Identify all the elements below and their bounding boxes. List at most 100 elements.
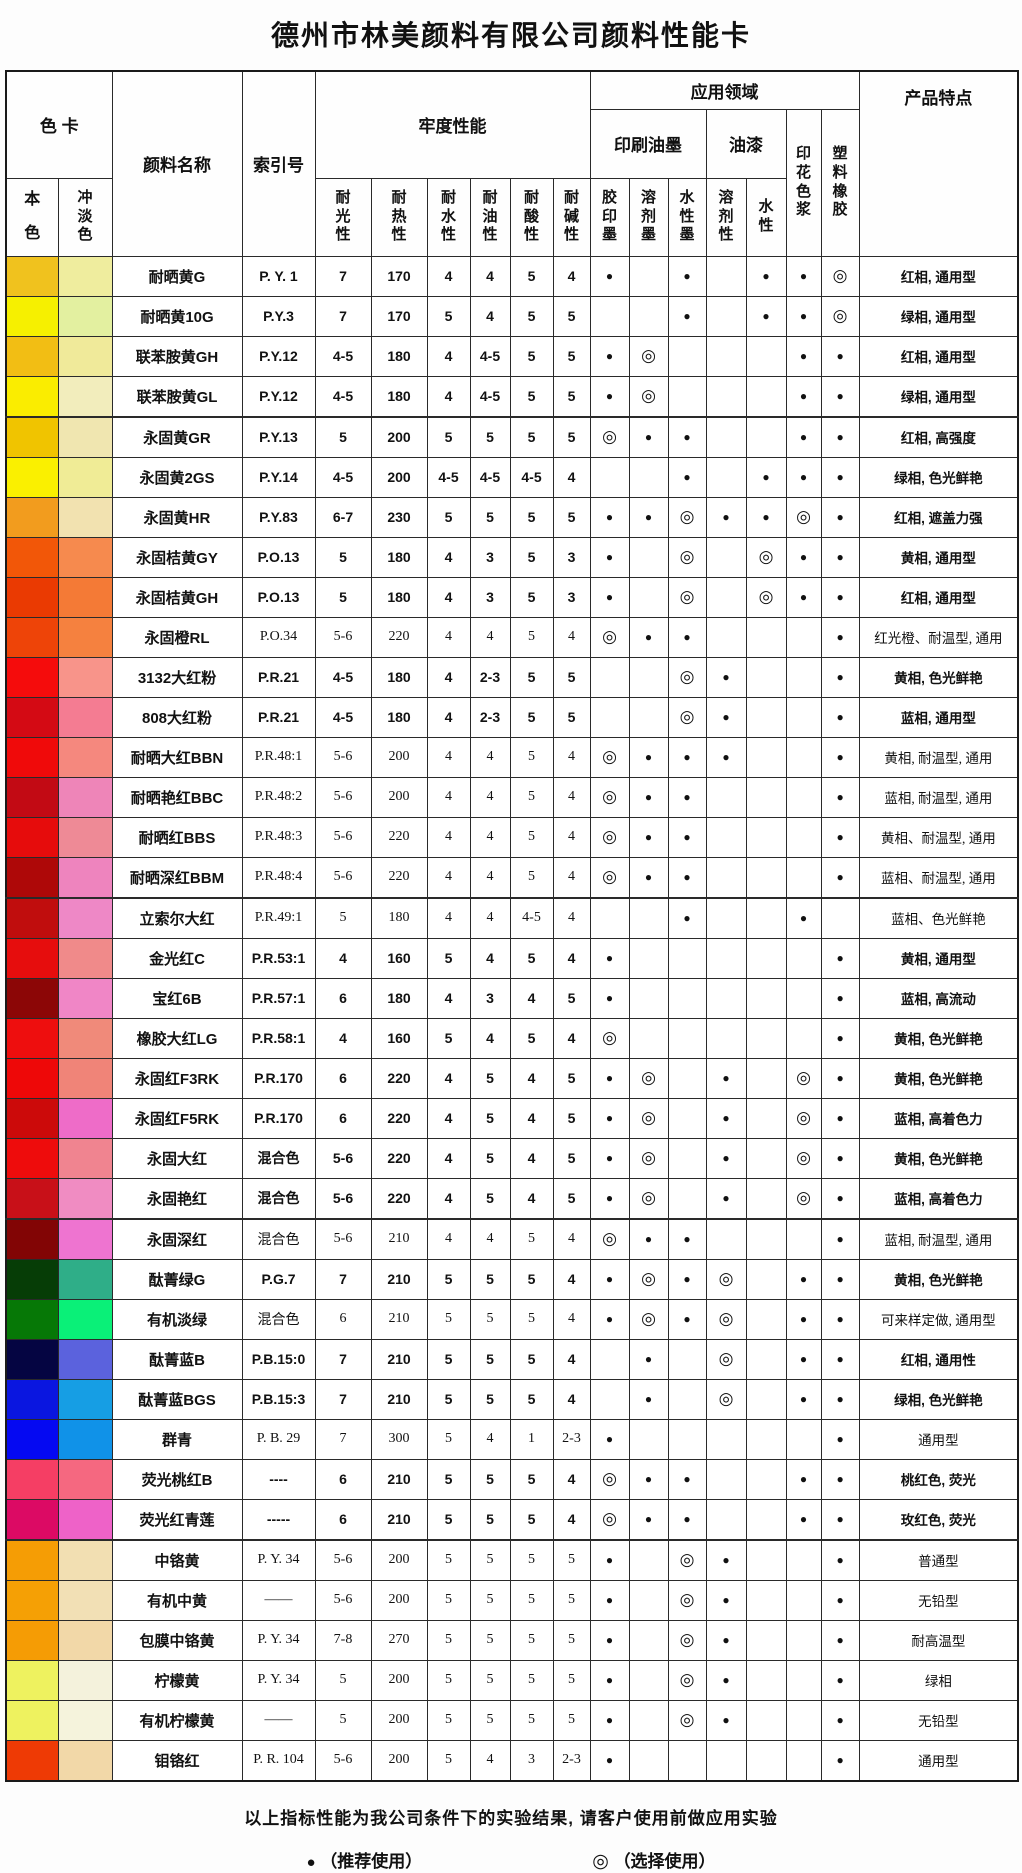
oil-fastness-value: 5: [469, 1699, 511, 1741]
diluted-color-swatch: [57, 1659, 113, 1701]
pigment-name: 永固深红: [111, 1217, 243, 1260]
bullseye-icon: ◎: [592, 1850, 609, 1872]
solvent-ink-mark: [628, 295, 669, 337]
offset-ink-mark: ●: [589, 496, 630, 538]
diluted-color-swatch: [57, 896, 113, 939]
print-paste-mark: ◎: [785, 496, 822, 538]
acid-fastness-value: 5: [509, 1619, 554, 1661]
solvent-ink-mark: [628, 1017, 669, 1059]
diluted-color-swatch: [57, 1338, 113, 1380]
alkali-fastness-value: 4: [552, 255, 591, 297]
base-color-swatch: [5, 375, 59, 417]
pigment-row: 有机淡绿 混合色 6 210 5 5 5 4 ● ◎ ● ◎ ● ● 可来样定做…: [5, 1298, 1019, 1340]
product-features: 黄相, 通用型: [858, 937, 1019, 979]
acid-fastness-value: 5: [509, 776, 554, 818]
product-features: 蓝相, 耐温型, 通用: [858, 1217, 1019, 1260]
light-fastness-value: 6: [314, 1458, 372, 1500]
diluted-color-swatch: [57, 1619, 113, 1661]
heat-fastness-value: 200: [370, 1659, 428, 1701]
water-paint-mark: [745, 1699, 787, 1741]
pigment-row: 宝红6B P.R.57:1 6 180 4 3 4 5 ● ● 蓝相, 高流动: [5, 977, 1019, 1019]
diluted-color-swatch: [57, 1177, 113, 1219]
alkali-fastness-value: 4: [552, 1017, 591, 1059]
light-fastness-value: 5-6: [314, 616, 372, 658]
index-number: P.O.13: [241, 576, 316, 618]
water-paint-mark: [745, 896, 787, 939]
solvent-paint-mark: [705, 1458, 747, 1500]
heat-fastness-value: 180: [370, 896, 428, 939]
water-paint-mark: [745, 375, 787, 417]
water-paint-mark: [745, 1057, 787, 1099]
product-features: 红光橙、耐温型, 通用: [858, 616, 1019, 658]
header-paint: 油漆: [705, 108, 787, 179]
solvent-ink-mark: [628, 1659, 669, 1701]
pigment-name: 橡胶大红LG: [111, 1017, 243, 1059]
plastic-rubber-mark: ●: [820, 1298, 860, 1340]
offset-ink-mark: ●: [589, 1579, 630, 1621]
oil-fastness-value: 4: [469, 295, 511, 337]
water-fastness-value: 5: [426, 1258, 471, 1300]
index-number: P.R.21: [241, 696, 316, 738]
water-paint-mark: ●: [745, 496, 787, 538]
solvent-paint-mark: [705, 816, 747, 858]
print-paste-mark: ●: [785, 255, 822, 297]
plastic-rubber-mark: ●: [820, 1217, 860, 1260]
solvent-paint-mark: ●: [705, 1619, 747, 1661]
water-fastness-value: 5: [426, 1418, 471, 1460]
print-paste-mark: ●: [785, 1378, 822, 1420]
pigment-name: 钼铬红: [111, 1739, 243, 1781]
acid-fastness-value: 5: [509, 736, 554, 778]
index-number: P.R.58:1: [241, 1017, 316, 1059]
water-paint-mark: ●: [745, 456, 787, 498]
product-features: 红相, 高强度: [858, 415, 1019, 458]
product-features: 红相, 通用型: [858, 576, 1019, 618]
print-paste-mark: ◎: [785, 1137, 822, 1179]
solvent-paint-mark: ●: [705, 656, 747, 698]
light-fastness-value: 6: [314, 977, 372, 1019]
heat-fastness-value: 210: [370, 1258, 428, 1300]
water-fastness-value: 5: [426, 1378, 471, 1420]
index-number: 混合色: [241, 1217, 316, 1260]
light-fastness-value: 6: [314, 1097, 372, 1139]
light-fastness-value: 5-6: [314, 1177, 372, 1219]
product-features: 黄相, 色光鲜艳: [858, 1258, 1019, 1300]
print-paste-mark: [785, 616, 822, 658]
pigment-name: 耐晒深红BBM: [111, 856, 243, 898]
print-paste-mark: [785, 937, 822, 979]
diluted-color-swatch: [57, 1498, 113, 1540]
heat-fastness-value: 220: [370, 816, 428, 858]
acid-fastness-value: 4: [509, 1097, 554, 1139]
solvent-ink-mark: ●: [628, 616, 669, 658]
acid-fastness-value: 5: [509, 1217, 554, 1260]
alkali-fastness-value: 2-3: [552, 1418, 591, 1460]
index-number: 混合色: [241, 1298, 316, 1340]
plastic-rubber-mark: ●: [820, 1258, 860, 1300]
offset-ink-mark: [589, 656, 630, 698]
solvent-ink-mark: [628, 1699, 669, 1741]
alkali-fastness-value: 5: [552, 375, 591, 417]
water-fastness-value: 5: [426, 1498, 471, 1540]
solvent-ink-mark: ◎: [628, 375, 669, 417]
solvent-ink-mark: ◎: [628, 1298, 669, 1340]
acid-fastness-value: 5: [509, 1699, 554, 1741]
solvent-ink-mark: ●: [628, 496, 669, 538]
print-paste-mark: [785, 856, 822, 898]
print-paste-mark: ◎: [785, 1177, 822, 1219]
product-features: 耐高温型: [858, 1619, 1019, 1661]
pigment-row: 立索尔大红 P.R.49:1 5 180 4 4 4-5 4 ● ● 蓝相、色光…: [5, 896, 1019, 939]
alkali-fastness-value: 4: [552, 856, 591, 898]
index-number: P. Y. 34: [241, 1538, 316, 1581]
solvent-paint-mark: ●: [705, 1137, 747, 1179]
oil-fastness-value: 3: [469, 536, 511, 578]
product-features: 绿相, 通用型: [858, 295, 1019, 337]
print-paste-mark: ●: [785, 576, 822, 618]
product-features: 蓝相, 耐温型, 通用: [858, 776, 1019, 818]
print-paste-mark: ●: [785, 335, 822, 377]
print-paste-mark: ●: [785, 415, 822, 458]
offset-ink-mark: ●: [589, 1619, 630, 1661]
base-color-swatch: [5, 1739, 59, 1781]
water-fastness-value: 4: [426, 816, 471, 858]
water-ink-mark: ◎: [667, 696, 707, 738]
diluted-color-swatch: [57, 616, 113, 658]
pigment-name: 耐晒大红BBN: [111, 736, 243, 778]
